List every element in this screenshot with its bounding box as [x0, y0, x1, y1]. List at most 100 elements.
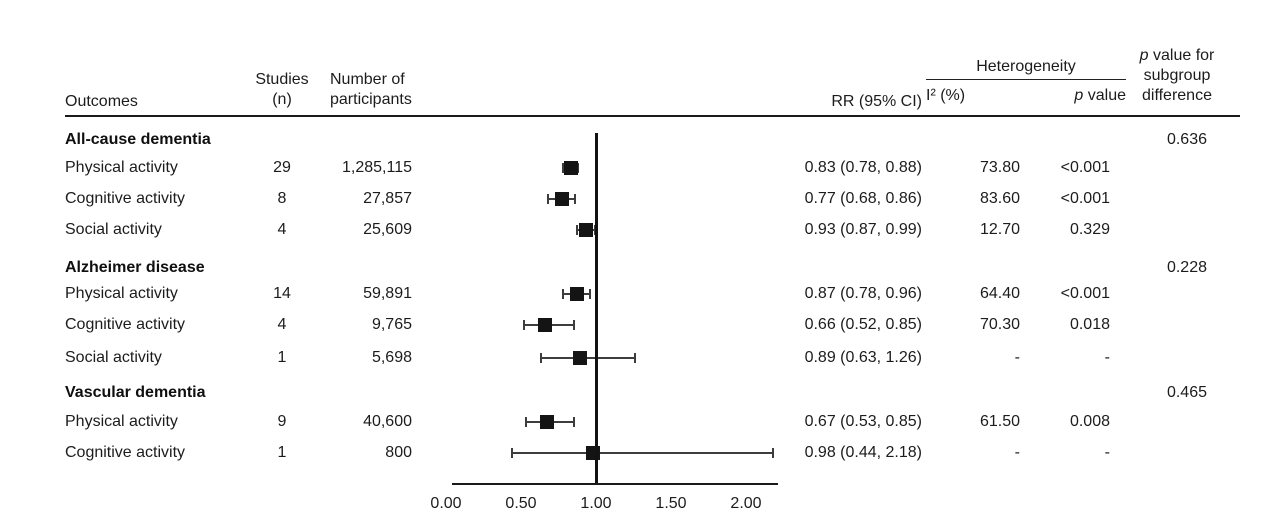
participants-cell: 25,609 [363, 221, 412, 238]
ci-cap-right [577, 163, 579, 173]
heterogeneity-header: Heterogeneity [926, 57, 1126, 80]
participants-cell: 9,765 [371, 316, 412, 333]
x-tick-label: 0.50 [505, 495, 537, 512]
studies-cell: 4 [277, 316, 287, 333]
heterogeneity-subheaders: I² (%) p value [926, 80, 1126, 105]
ci-bar [540, 357, 635, 359]
x-tick-label: 2.00 [730, 495, 762, 512]
studies-cell: 9 [277, 413, 287, 430]
subgroup-pvalue-cell: 0.228 [1166, 259, 1207, 276]
ci-cap-right [572, 417, 575, 427]
ci-bar [512, 452, 773, 454]
rr-column-header: RR (95% CI) [831, 93, 922, 110]
studies-cell: 4 [277, 221, 287, 238]
outcome-cell: Social activity [65, 349, 162, 366]
studies-cell: 14 [273, 285, 291, 302]
effect-size-marker [539, 415, 554, 429]
subgroup-pvalue-cell: 0.465 [1166, 384, 1207, 401]
i2-cell: - [1014, 349, 1020, 366]
outcome-cell: Cognitive activity [65, 444, 186, 461]
outcome-cell: Social activity [65, 221, 162, 238]
i2-cell: 64.40 [979, 285, 1020, 302]
pvalue-cell: 0.018 [1069, 316, 1110, 333]
rr-ci-cell: 0.77 (0.68, 0.86) [804, 190, 922, 207]
ci-cap-left [511, 448, 513, 458]
participants-cell: 1,285,115 [342, 159, 412, 176]
effect-size-marker [554, 192, 569, 206]
x-tick-label: 1.50 [655, 495, 687, 512]
studies-cell: 1 [277, 444, 287, 461]
i2-cell: 61.50 [979, 413, 1020, 430]
i2-cell: 70.30 [979, 316, 1020, 333]
x-tick-label: 1.00 [580, 495, 612, 512]
studies-cell: 1 [277, 349, 287, 366]
rr-ci-cell: 0.89 (0.63, 1.26) [804, 349, 922, 366]
ci-cap-left [524, 417, 527, 427]
subgroup-header-line3: difference [1142, 87, 1212, 104]
ci-cap-left [523, 320, 525, 330]
outcome-cell: Physical activity [65, 285, 178, 302]
ci-cap-right [634, 353, 636, 363]
subgroup-pvalue-cell: 0.636 [1166, 131, 1207, 148]
x-axis-line [452, 483, 778, 485]
i2-cell: 73.80 [979, 159, 1020, 176]
participants-header-line1: Number of [330, 71, 405, 88]
i2-cell: - [1014, 444, 1020, 461]
ci-cap-left [547, 194, 549, 204]
effect-size-marker [569, 287, 584, 301]
ci-cap-left [562, 163, 564, 173]
pvalue-cell: - [1104, 349, 1110, 366]
participants-cell: 27,857 [363, 190, 412, 207]
effect-size-marker [563, 161, 578, 175]
participants-cell: 40,600 [363, 413, 412, 430]
subgroup-header-line1: p value for [1139, 47, 1215, 64]
outcome-cell: Cognitive activity [65, 316, 186, 333]
reference-line [594, 133, 598, 484]
pvalue-cell: 0.008 [1069, 413, 1110, 430]
effect-size-marker [538, 318, 552, 332]
rr-ci-cell: 0.93 (0.87, 0.99) [804, 221, 922, 238]
pvalue-cell: - [1104, 444, 1110, 461]
studies-column-header: Studies (n) [240, 70, 324, 110]
rr-ci-cell: 0.83 (0.78, 0.88) [804, 159, 922, 176]
participants-column-header: Number of participants [330, 70, 412, 110]
studies-cell: 8 [277, 190, 287, 207]
pvalue-column-header: p value [1074, 87, 1126, 104]
section-header: Alzheimer disease [65, 259, 205, 276]
participants-cell: 59,891 [363, 285, 412, 302]
outcome-cell: Cognitive activity [65, 190, 186, 207]
rr-ci-cell: 0.98 (0.44, 2.18) [804, 444, 922, 461]
section-header: Vascular dementia [65, 384, 206, 401]
section-header: All-cause dementia [65, 131, 211, 148]
rr-ci-cell: 0.67 (0.53, 0.85) [804, 413, 922, 430]
outcomes-column-header: Outcomes [65, 93, 138, 110]
ci-cap-right [572, 320, 575, 330]
effect-size-marker [572, 351, 587, 365]
rr-ci-cell: 0.66 (0.52, 0.85) [804, 316, 922, 333]
pvalue-cell: <0.001 [1060, 285, 1110, 302]
rr-ci-cell: 0.87 (0.78, 0.96) [804, 285, 922, 302]
pvalue-cell: <0.001 [1060, 159, 1110, 176]
ci-cap-left [539, 353, 542, 363]
heterogeneity-header-group: Heterogeneity I² (%) p value [926, 57, 1126, 105]
participants-cell: 800 [385, 444, 412, 461]
pvalue-cell: <0.001 [1060, 190, 1110, 207]
effect-size-marker [578, 223, 593, 237]
studies-cell: 29 [273, 159, 291, 176]
studies-header-line2: (n) [272, 91, 292, 108]
x-tick-label: 0.00 [430, 495, 462, 512]
pvalue-cell: 0.329 [1069, 221, 1110, 238]
subgroup-header-line2: subgroup [1143, 67, 1211, 84]
outcome-cell: Physical activity [65, 413, 178, 430]
i2-cell: 12.70 [979, 221, 1020, 238]
ci-cap-left [562, 289, 564, 299]
i2-column-header: I² (%) [926, 87, 966, 104]
ci-cap-right [574, 194, 576, 204]
outcome-cell: Physical activity [65, 159, 178, 176]
ci-cap-left [575, 225, 578, 235]
effect-size-marker [586, 446, 600, 460]
subgroup-pvalue-column-header: p value for subgroup difference [1120, 46, 1234, 106]
participants-cell: 5,698 [371, 349, 412, 366]
ci-cap-right [772, 448, 774, 458]
